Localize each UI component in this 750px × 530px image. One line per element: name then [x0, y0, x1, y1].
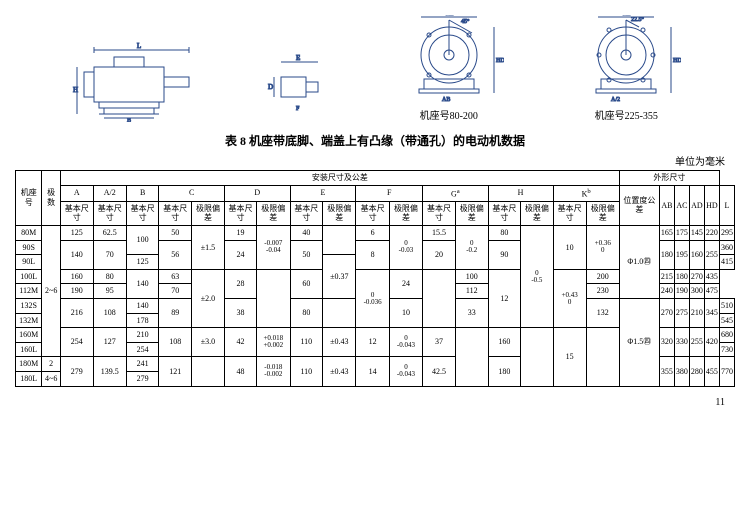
svg-text:45°: 45°	[461, 18, 470, 25]
sub-limit: 极限偏差	[521, 201, 553, 225]
diagram-front-1: 45° AD AB HD 机座号80-200	[394, 15, 504, 122]
col-B: B	[126, 185, 159, 201]
table-title: 表 8 机座带底脚、端盖上有凸缘（带通孔）的电动机数据	[15, 132, 735, 149]
sub-basic: 基本尺寸	[60, 201, 93, 225]
col-G: Ga	[423, 185, 488, 201]
data-table: 机座号 极数 安装尺寸及公差 外形尺寸 A A/2 B C D E F Ga H…	[15, 170, 735, 387]
col-A2: A/2	[93, 185, 126, 201]
svg-text:AB: AB	[442, 97, 450, 103]
svg-text:HD: HD	[496, 58, 504, 64]
diagram-row: L H B E D F	[15, 15, 735, 122]
sub-limit: 极限偏差	[257, 201, 291, 225]
col-A: A	[60, 185, 93, 201]
col-AC: AC	[674, 185, 689, 225]
table-row: 80M 2~6 125 62.5 100 50 ±1.5 19 -0.007-0…	[16, 226, 735, 241]
sub-limit: 极限偏差	[389, 201, 422, 225]
col-group-outline: 外形尺寸	[619, 171, 719, 186]
col-AB: AB	[659, 185, 674, 225]
sub-basic: 基本尺寸	[224, 201, 256, 225]
page-number: 11	[15, 397, 735, 408]
svg-text:D: D	[268, 83, 273, 91]
sub-basic: 基本尺寸	[356, 201, 389, 225]
svg-text:AD: AD	[623, 15, 632, 17]
svg-text:A/2: A/2	[611, 97, 620, 103]
svg-text:H: H	[73, 86, 78, 94]
svg-text:AD: AD	[446, 15, 455, 17]
col-group-install: 安装尺寸及公差	[60, 171, 619, 186]
col-F: F	[356, 185, 423, 201]
unit-label: 单位为毫米	[15, 153, 735, 168]
sub-limit: 极限偏差	[455, 201, 488, 225]
diagram-label-1: 机座号80-200	[394, 107, 504, 122]
sub-basic: 基本尺寸	[488, 201, 521, 225]
sub-basic: 基本尺寸	[290, 201, 323, 225]
col-L: L	[719, 185, 734, 225]
sub-basic: 基本尺寸	[159, 201, 192, 225]
col-K: Kb	[553, 185, 619, 201]
col-D: D	[224, 185, 290, 201]
diagram-side: L H B	[69, 42, 199, 122]
col-E: E	[290, 185, 356, 201]
svg-text:B: B	[127, 118, 131, 122]
col-poles: 极数	[42, 171, 61, 226]
diagram-label-2: 机座号225-355	[571, 107, 681, 122]
svg-text:E: E	[296, 54, 300, 62]
col-HD: HD	[704, 185, 719, 225]
svg-text:F: F	[296, 106, 300, 112]
col-frame: 机座号	[16, 171, 42, 226]
sub-limit: 极限偏差	[192, 201, 225, 225]
col-postol: 位置度公差	[619, 185, 659, 225]
col-C: C	[159, 185, 224, 201]
svg-text:HD: HD	[673, 58, 681, 64]
svg-text:L: L	[137, 42, 141, 50]
sub-limit: 极限偏差	[323, 201, 356, 225]
col-AD: AD	[689, 185, 704, 225]
diagram-front-2: 22.5° AD A/2 HD 机座号225-355	[571, 15, 681, 122]
sub-basic: 基本尺寸	[423, 201, 456, 225]
col-H: H	[488, 185, 553, 201]
sub-basic: 基本尺寸	[553, 201, 586, 225]
sub-limit: 极限偏差	[586, 201, 619, 225]
sub-basic: 基本尺寸	[93, 201, 126, 225]
sub-basic: 基本尺寸	[126, 201, 159, 225]
diagram-shaft: E D F	[266, 52, 326, 122]
